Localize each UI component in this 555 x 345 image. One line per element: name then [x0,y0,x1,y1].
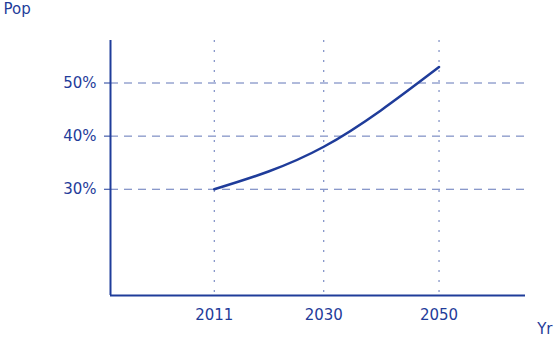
svg-text:40%: 40% [63,127,96,145]
svg-text:Pop: Pop [4,0,31,18]
svg-text:2030: 2030 [305,306,343,324]
svg-text:2050: 2050 [420,306,458,324]
svg-text:50%: 50% [63,74,96,92]
svg-text:Yr: Yr [536,320,553,338]
svg-text:30%: 30% [63,180,96,198]
svg-text:2011: 2011 [195,306,233,324]
